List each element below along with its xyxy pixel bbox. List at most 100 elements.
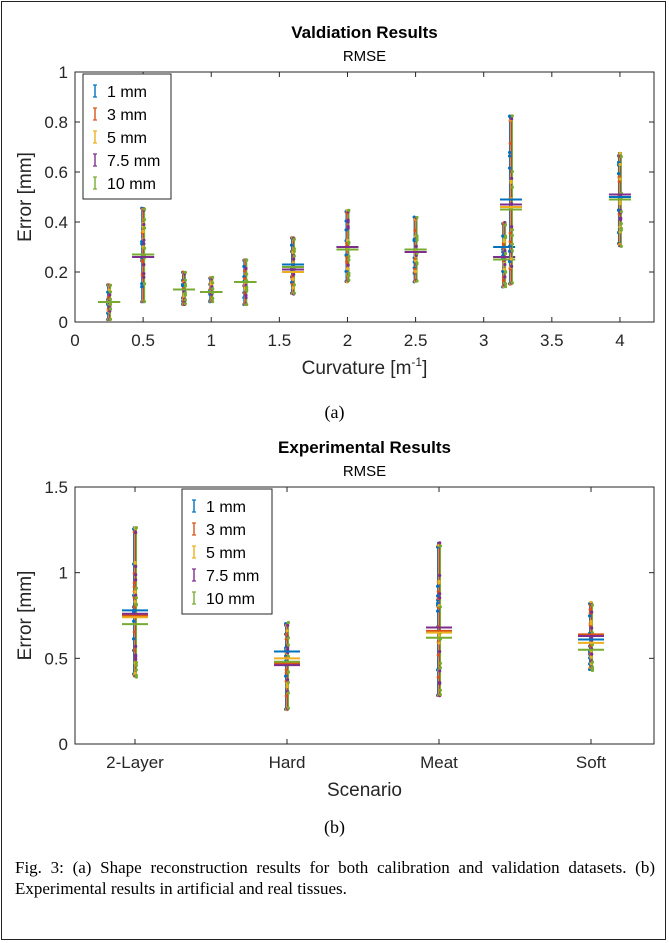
- data-point: [142, 226, 147, 230]
- data-point: [244, 293, 248, 297]
- data-point: [619, 210, 623, 214]
- chart-b: Experimental Results RMSE 0 0.5 1 1.5 2-Layer H…: [15, 438, 655, 801]
- data-point: [415, 236, 419, 240]
- sublabel-b: (b): [324, 817, 345, 837]
- data-point: [108, 293, 112, 297]
- x-tick-label: 3: [479, 331, 488, 350]
- x-tick-label: 2.5: [404, 331, 428, 350]
- data-point: [132, 637, 136, 641]
- data-point: [503, 270, 508, 274]
- data-point: [108, 317, 113, 321]
- x-tick-label: 2: [343, 331, 352, 350]
- data-point: [292, 283, 296, 287]
- data-point: [108, 302, 113, 307]
- data-point: [180, 283, 185, 288]
- data-point: [183, 302, 187, 306]
- data-point: [132, 630, 136, 634]
- data-point: [134, 663, 138, 668]
- y-tick-label: 0.5: [44, 649, 68, 668]
- data-point: [133, 560, 137, 565]
- data-point: [508, 141, 512, 146]
- data-point: [510, 185, 514, 189]
- data-point: [619, 226, 623, 230]
- data-point: [510, 233, 514, 238]
- data-point: [142, 222, 146, 227]
- data-point: [590, 603, 595, 607]
- data-point: [415, 234, 419, 238]
- data-point: [415, 215, 419, 220]
- data-point: [619, 222, 623, 226]
- y-tick-label: 0: [59, 313, 68, 332]
- data-point: [501, 242, 506, 246]
- data-point: [134, 668, 138, 672]
- x-tick-label: 3.5: [540, 331, 564, 350]
- x-tick-label: Soft: [576, 753, 607, 772]
- data-point: [284, 632, 288, 636]
- chart-subtitle: RMSE: [343, 463, 386, 480]
- sublabel-a: (a): [324, 402, 345, 422]
- data-point: [106, 295, 110, 300]
- data-point: [507, 260, 512, 264]
- data-point: [134, 660, 138, 665]
- legend-box: [181, 488, 273, 615]
- x-axis-label: Curvature [m-1]: [302, 355, 428, 379]
- data-point: [285, 685, 289, 689]
- chart-title: Experimental Results: [278, 438, 451, 457]
- data-point: [292, 291, 296, 295]
- data-point: [286, 670, 290, 674]
- data-point: [590, 626, 594, 630]
- data-point: [347, 258, 351, 262]
- data-point: [286, 643, 290, 647]
- data-point: [346, 218, 350, 222]
- data-point: [347, 240, 351, 245]
- legend-label: 7.5 mm: [206, 568, 259, 585]
- data-point: [436, 675, 440, 679]
- data-point: [140, 259, 145, 263]
- legend-box: [82, 73, 172, 200]
- y-tick-label: 0.8: [44, 113, 68, 132]
- figure-caption: Fig. 3: (a) Shape reconstruction results…: [15, 858, 655, 898]
- data-point: [284, 694, 288, 698]
- data-point: [245, 289, 249, 293]
- data-point: [286, 623, 290, 627]
- data-point: [510, 249, 514, 253]
- y-tick-label: 1: [59, 564, 68, 583]
- data-point: [142, 275, 146, 279]
- data-point: [510, 242, 514, 246]
- x-tick-label: 1: [207, 331, 216, 350]
- data-point: [292, 249, 296, 253]
- data-point: [436, 653, 440, 657]
- data-point: [503, 249, 507, 253]
- data-point: [437, 641, 441, 645]
- data-point: [510, 225, 514, 229]
- data-point: [134, 675, 138, 679]
- data-point: [510, 117, 514, 121]
- data-point: [503, 284, 508, 289]
- y-tick-label: 1: [59, 63, 68, 82]
- data-point: [134, 564, 138, 569]
- data-point: [508, 240, 512, 244]
- x-tick-label: 0: [70, 331, 79, 350]
- data-point: [242, 277, 247, 281]
- data-point: [438, 596, 442, 600]
- data-point: [616, 171, 621, 176]
- data-point: [211, 296, 215, 300]
- data-point: [134, 526, 138, 530]
- data-point: [284, 674, 288, 678]
- data-point: [286, 636, 290, 640]
- data-point: [503, 275, 507, 279]
- x-tick-label: Hard: [269, 753, 306, 772]
- data-point: [211, 275, 215, 279]
- chart-title: Valdiation Results: [291, 23, 437, 42]
- x-tick-label: Meat: [420, 753, 458, 772]
- data-point: [438, 541, 442, 545]
- data-point: [345, 260, 349, 265]
- data-point: [436, 609, 440, 613]
- plot-area: [74, 71, 655, 323]
- data-point: [589, 622, 593, 626]
- data-point: [437, 581, 441, 585]
- data-point: [286, 620, 290, 625]
- legend-label: 5 mm: [107, 130, 147, 147]
- data-point: [510, 176, 514, 181]
